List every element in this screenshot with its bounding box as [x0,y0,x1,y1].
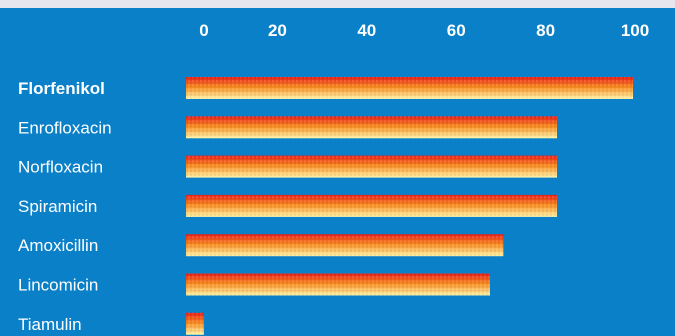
x-tick-label: 20 [268,21,287,40]
category-label: Norfloxacin [18,158,103,177]
bar [186,273,490,296]
category-label: Tiamulin [18,315,82,334]
x-axis-ticks: 0 20 40 60 80 100 [199,21,649,40]
bar-texture [186,155,558,178]
category-label: Lincomicin [18,276,98,295]
x-tick-label: 100 [621,21,649,40]
x-tick-label: 40 [357,21,376,40]
bar-texture [186,194,558,217]
bar [186,77,633,99]
bar-texture [186,273,490,296]
bars [186,77,633,335]
x-tick-label: 80 [536,21,555,40]
bar-texture [186,77,633,99]
bar-texture [186,234,504,257]
x-tick-label: 0 [199,21,208,40]
category-labels: Florfenikol Enrofloxacin Norfloxacin Spiram… [18,79,112,334]
category-label: Enrofloxacin [18,118,112,137]
category-label: Amoxicillin [18,236,98,255]
bar [186,155,558,178]
bar-texture [186,116,558,139]
bar [186,116,558,139]
category-label: Spiramicin [18,197,97,216]
category-label: Florfenikol [18,79,105,98]
bar [186,194,558,217]
bar [186,312,204,335]
bar-texture [186,312,204,335]
bar [186,234,504,257]
x-tick-label: 60 [447,21,466,40]
